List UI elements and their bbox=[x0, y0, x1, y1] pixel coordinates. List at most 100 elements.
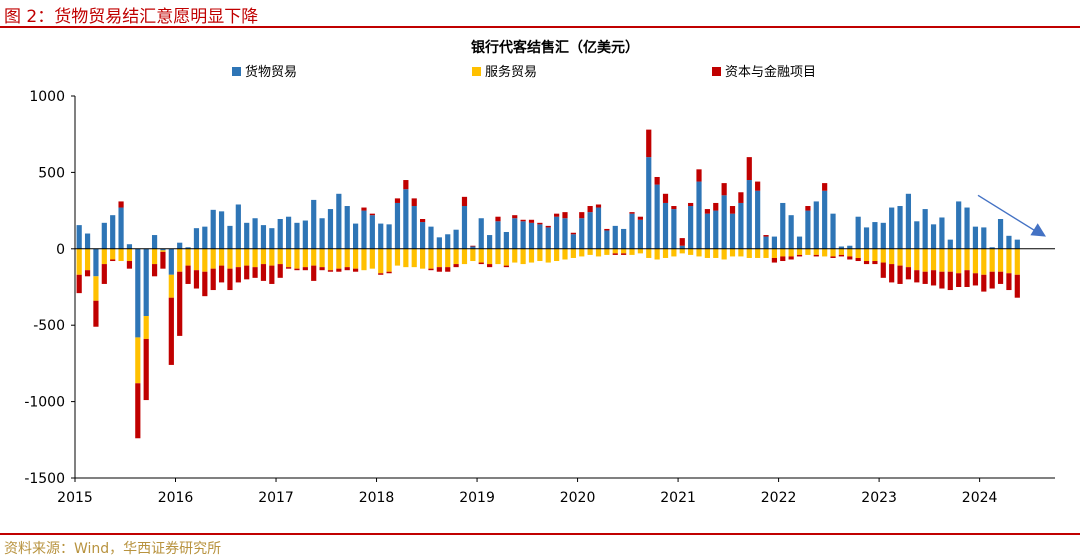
bar-s0-m96 bbox=[880, 222, 886, 249]
bar-s2-m7 bbox=[135, 383, 141, 439]
legend-swatch-2 bbox=[712, 67, 721, 76]
bar-s1-m31 bbox=[336, 248, 342, 269]
bar-s1-m27 bbox=[302, 248, 308, 268]
bar-s1-m85 bbox=[788, 248, 794, 257]
bar-s0-m93 bbox=[855, 216, 861, 249]
bar-s1-m79 bbox=[738, 248, 744, 257]
bar-s1-m26 bbox=[294, 248, 300, 269]
bar-s2-m75 bbox=[704, 209, 710, 214]
bar-s1-m52 bbox=[512, 248, 518, 263]
bar-s2-m51 bbox=[503, 265, 509, 268]
legend-label-0: 货物贸易 bbox=[245, 64, 297, 80]
bar-s0-m14 bbox=[193, 228, 200, 249]
bar-s2-m67 bbox=[637, 216, 643, 220]
bar-s1-m16 bbox=[210, 248, 216, 269]
bar-s1-m72 bbox=[679, 248, 685, 254]
bar-s2-m73 bbox=[688, 202, 694, 207]
bar-s2-m46 bbox=[461, 196, 468, 207]
y-tick-label-0: 1000 bbox=[29, 89, 65, 105]
bar-s1-m73 bbox=[688, 248, 694, 255]
bar-s2-m18 bbox=[227, 268, 233, 291]
bar-s2-m27 bbox=[302, 267, 308, 271]
bar-s0-m47 bbox=[470, 246, 476, 249]
bar-s1-m3 bbox=[101, 248, 107, 265]
bar-s2-m71 bbox=[671, 206, 677, 210]
bar-s1-m90 bbox=[830, 248, 836, 257]
bar-s1-m32 bbox=[344, 248, 350, 268]
bar-s1-m59 bbox=[570, 248, 576, 258]
bar-s0-m81 bbox=[755, 190, 761, 249]
bar-s0-m53 bbox=[520, 221, 526, 249]
bar-s2-m89 bbox=[822, 183, 828, 191]
bar-s0-m62 bbox=[595, 207, 602, 249]
bar-s1-m108 bbox=[981, 248, 987, 275]
bar-s2-m105 bbox=[956, 273, 962, 287]
bar-s0-m57 bbox=[554, 216, 560, 249]
top-rule bbox=[0, 26, 1080, 28]
bar-s2-m25 bbox=[285, 267, 292, 269]
bar-s0-m70 bbox=[662, 202, 669, 249]
bar-s0-m87 bbox=[805, 210, 811, 249]
bar-s0-m63 bbox=[604, 230, 610, 249]
bar-s0-m44 bbox=[445, 234, 451, 249]
bar-s0-m79 bbox=[738, 202, 744, 249]
bars bbox=[76, 129, 1020, 439]
bar-s0-m56 bbox=[545, 227, 551, 249]
bar-s1-m81 bbox=[755, 248, 761, 258]
bar-s0-m22 bbox=[260, 225, 267, 249]
bar-s0-m32 bbox=[344, 206, 350, 249]
bar-s1-m9 bbox=[151, 248, 158, 265]
bar-s0-m19 bbox=[235, 204, 241, 249]
bar-s2-m76 bbox=[713, 202, 719, 211]
bar-s2-m14 bbox=[193, 270, 200, 289]
bar-s2-m82 bbox=[763, 235, 769, 237]
bar-s1-m100 bbox=[914, 248, 920, 271]
bar-s0-m85 bbox=[788, 215, 794, 249]
bar-s0-m16 bbox=[210, 209, 216, 249]
bar-s1-m28 bbox=[311, 248, 317, 266]
bar-s2-m99 bbox=[905, 267, 912, 280]
bar-s0-m76 bbox=[713, 210, 719, 249]
bar-s0-m89 bbox=[822, 190, 828, 249]
bar-s1-m71 bbox=[671, 248, 677, 257]
x-tick-label-5: 2020 bbox=[560, 490, 596, 506]
bar-s0-m43 bbox=[436, 237, 442, 249]
bar-s2-m41 bbox=[420, 219, 426, 223]
bar-s0-m9 bbox=[151, 235, 158, 249]
bar-s0-m84 bbox=[780, 202, 786, 249]
bar-s1-m39 bbox=[403, 248, 409, 268]
bar-s0-m1 bbox=[84, 233, 91, 249]
bar-s1-m24 bbox=[277, 248, 283, 265]
bar-s2-m94 bbox=[863, 261, 870, 265]
bar-s2-m80 bbox=[746, 157, 752, 181]
bar-s2-m109 bbox=[989, 271, 995, 289]
bar-s1-m42 bbox=[428, 248, 434, 269]
bar-s2-m111 bbox=[1006, 273, 1012, 291]
bar-s0-m72 bbox=[679, 245, 685, 249]
bar-s0-m100 bbox=[914, 221, 920, 249]
bar-s2-m59 bbox=[570, 232, 576, 235]
bar-s0-m36 bbox=[378, 223, 384, 249]
bar-s2-m19 bbox=[235, 267, 241, 283]
bar-s0-m90 bbox=[830, 213, 836, 249]
bar-s1-m111 bbox=[1006, 248, 1012, 274]
bar-s0-m7 bbox=[135, 248, 141, 338]
bar-s2-m110 bbox=[997, 271, 1004, 284]
bar-s2-m30 bbox=[327, 270, 334, 272]
bar-s0-m12 bbox=[177, 242, 183, 249]
bar-s2-m68 bbox=[646, 129, 652, 158]
bar-s2-m1 bbox=[84, 270, 91, 277]
bar-s2-m65 bbox=[621, 253, 627, 255]
bar-s0-m73 bbox=[688, 206, 694, 249]
bar-s1-m30 bbox=[327, 248, 334, 271]
bar-s2-m48 bbox=[478, 262, 484, 265]
bar-s0-m26 bbox=[294, 222, 300, 249]
bar-s0-m2 bbox=[93, 248, 99, 277]
bar-s1-m41 bbox=[420, 248, 426, 269]
bar-s2-m101 bbox=[922, 271, 928, 284]
bar-s2-m57 bbox=[554, 213, 560, 217]
bar-s1-m110 bbox=[997, 248, 1004, 272]
bar-s0-m54 bbox=[528, 222, 535, 249]
bar-s0-m8 bbox=[143, 248, 149, 317]
bar-s1-m40 bbox=[411, 248, 417, 268]
